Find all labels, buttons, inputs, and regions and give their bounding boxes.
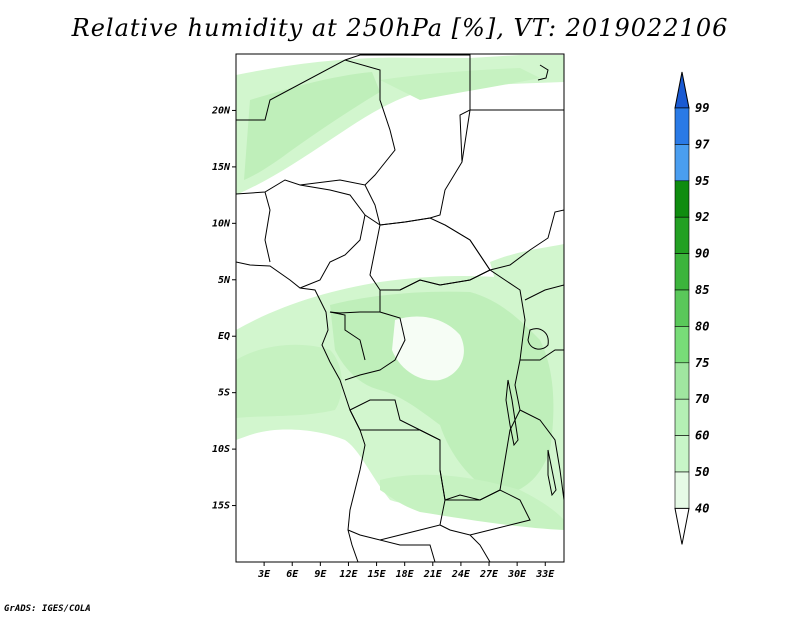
colorbar-label: 92 <box>695 210 709 224</box>
border-gabon <box>329 311 366 361</box>
lat-tick-label: 5S <box>218 388 230 399</box>
colorbar-segment <box>674 435 690 473</box>
border-chad-sudan <box>444 109 564 271</box>
lon-tick-label: 6E <box>286 569 299 580</box>
lat-tick-label: 5N <box>218 275 231 286</box>
lon-tick-label: 15E <box>368 569 387 580</box>
lake-victoria <box>527 328 549 350</box>
border-congo <box>344 311 406 381</box>
map-frame <box>235 53 565 563</box>
colorbar-bottom-arrow <box>674 507 690 545</box>
country-borders <box>236 54 564 562</box>
lat-tick-label: 10N <box>212 218 231 229</box>
lat-tick-label: 10S <box>212 444 230 455</box>
colorbar-label: 70 <box>695 392 709 406</box>
colorbar-label: 85 <box>695 283 709 297</box>
border-nigeria <box>299 184 366 289</box>
humidity-shading <box>236 55 564 530</box>
lon-tick-label: 12E <box>339 569 358 580</box>
colorbar-label: 99 <box>695 101 709 115</box>
lon-tick-label: 21E <box>423 569 443 580</box>
border-zambia <box>439 489 531 536</box>
lat-tick-label: 15N <box>212 162 231 173</box>
colorbar-segment <box>674 180 690 218</box>
colorbar-top-arrow <box>674 71 690 109</box>
humidity-region-west-ocean <box>236 344 342 418</box>
lon-tick-label: 33E <box>535 569 555 580</box>
border-tanzania <box>519 409 564 501</box>
lon-tick-label: 9E <box>314 569 327 580</box>
red-sea-coast <box>537 64 549 81</box>
colorbar-label: 95 <box>695 174 709 188</box>
colorbar-segment <box>674 471 690 509</box>
colorbar-segment <box>674 398 690 436</box>
colorbar-label: 90 <box>695 247 709 261</box>
colorbar-label: 50 <box>695 465 709 479</box>
colorbar: 40 50 60 70 75 80 85 90 92 95 97 99 <box>674 71 710 545</box>
humidity-region-north-core <box>244 72 380 180</box>
latitude-axis: 20N 15N 10N 5N EQ 5S 10S 15S <box>211 105 236 512</box>
colorbar-label: 80 <box>695 319 709 333</box>
lake-malawi <box>547 449 557 497</box>
grads-credit: GrADS: IGES/COLA <box>4 604 91 614</box>
humidity-region-central-core <box>330 291 554 495</box>
humidity-region-dry-gap <box>392 316 464 381</box>
colorbar-label: 40 <box>695 501 709 515</box>
colorbar-segment <box>674 289 690 327</box>
humidity-region-south <box>380 474 564 530</box>
border-uganda-kenya <box>520 284 564 361</box>
border-mali-burkina <box>264 191 271 263</box>
lon-tick-label: 18E <box>396 569 415 580</box>
border-sahara-west <box>236 59 396 195</box>
longitude-axis: 3E 6E 9E 12E 15E 18E 21E 24E 27E 30E 33E <box>257 562 555 580</box>
colorbar-segment <box>674 216 690 254</box>
humidity-region-north-band <box>380 68 540 100</box>
colorbar-segment <box>674 253 690 291</box>
chart-title: Relative humidity at 250hPa [%], VT: 201… <box>71 14 729 42</box>
lon-tick-label: 30E <box>507 569 527 580</box>
colorbar-label: 60 <box>695 429 709 443</box>
lat-tick-label: 15S <box>212 501 230 512</box>
colorbar-label: 97 <box>695 137 710 151</box>
colorbar-segment <box>674 326 690 364</box>
lat-tick-label: 20N <box>211 105 231 116</box>
colorbar-label: 75 <box>695 356 709 370</box>
colorbar-segment <box>674 362 690 400</box>
border-drc <box>349 269 526 501</box>
lon-tick-label: 27E <box>479 569 499 580</box>
coastline-west <box>236 261 366 562</box>
colorbar-segment <box>674 107 690 145</box>
lon-tick-label: 3E <box>257 569 271 580</box>
lake-tanganyika <box>505 379 519 447</box>
lon-tick-label: 24E <box>451 569 471 580</box>
colorbar-segment <box>674 144 690 182</box>
border-namibia-botswana <box>379 534 491 562</box>
lat-tick-label: EQ <box>218 331 230 342</box>
